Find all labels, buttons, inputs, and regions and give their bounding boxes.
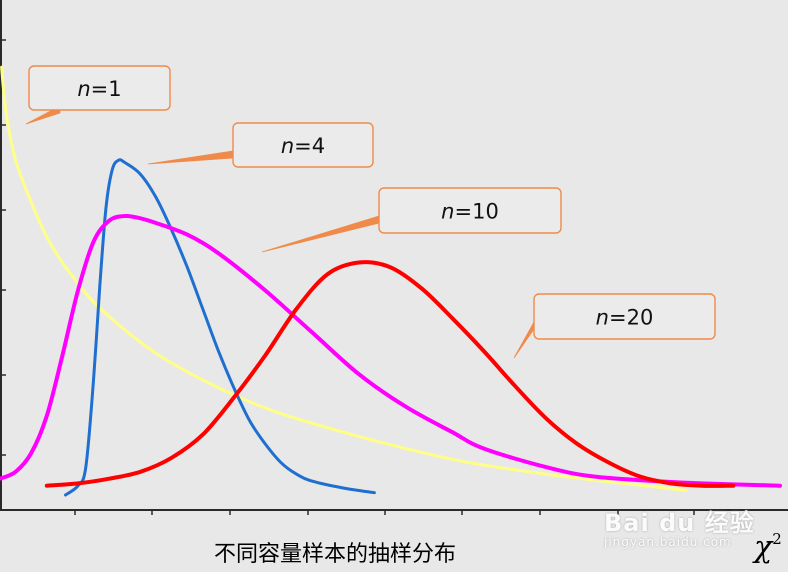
series-label-eq: = [294,134,312,158]
x-axis-superscript: 2 [772,530,782,548]
watermark-sub: jingyan.baidu.com [604,535,732,549]
series-label-var: n [441,200,454,224]
series-label-num: 4 [312,134,325,158]
series-label-var: n [596,306,609,330]
callout-leader [147,150,234,165]
callout-n-4: n=4 [147,122,374,168]
callout-layer: n=1n=4n=10n=20 [25,65,716,359]
series-label-n-4: n=4 [281,134,325,158]
callout-leader [261,215,380,253]
series-label-num: 20 [627,306,654,330]
callout-box [232,122,374,168]
chart-series-layer [0,65,782,497]
series-label-eq: = [454,200,472,224]
series-label-num: 10 [472,200,499,224]
series-label-var: n [77,77,90,101]
series-line-n-1 [0,65,688,492]
series-line-n-4 [64,158,376,497]
x-axis-symbol: χ [754,530,773,565]
callout-box [533,293,716,340]
callout-n-10: n=10 [261,187,562,253]
callout-box [28,65,171,111]
callout-leader [513,320,535,359]
chart-caption: 不同容量样本的抽样分布 [213,542,456,567]
callout-n-1: n=1 [25,65,171,125]
series-label-n-10: n=10 [441,200,499,224]
chart-axes [0,0,788,515]
series-label-eq: = [91,77,109,101]
series-label-n-20: n=20 [596,306,654,330]
series-line-n-20 [44,260,736,488]
series-label-eq: = [609,306,627,330]
x-axis-label: χ2 [754,530,782,565]
series-label-var: n [281,134,294,158]
callout-box [378,187,562,234]
series-label-n-1: n=1 [77,77,121,101]
series-label-num: 1 [108,77,121,101]
watermark-main: Bai du 经验 [604,509,755,537]
baidu-watermark: Bai du 经验 jingyan.baidu.com [604,503,755,549]
callout-n-20: n=20 [513,293,716,359]
series-line-n-10 [0,213,782,488]
